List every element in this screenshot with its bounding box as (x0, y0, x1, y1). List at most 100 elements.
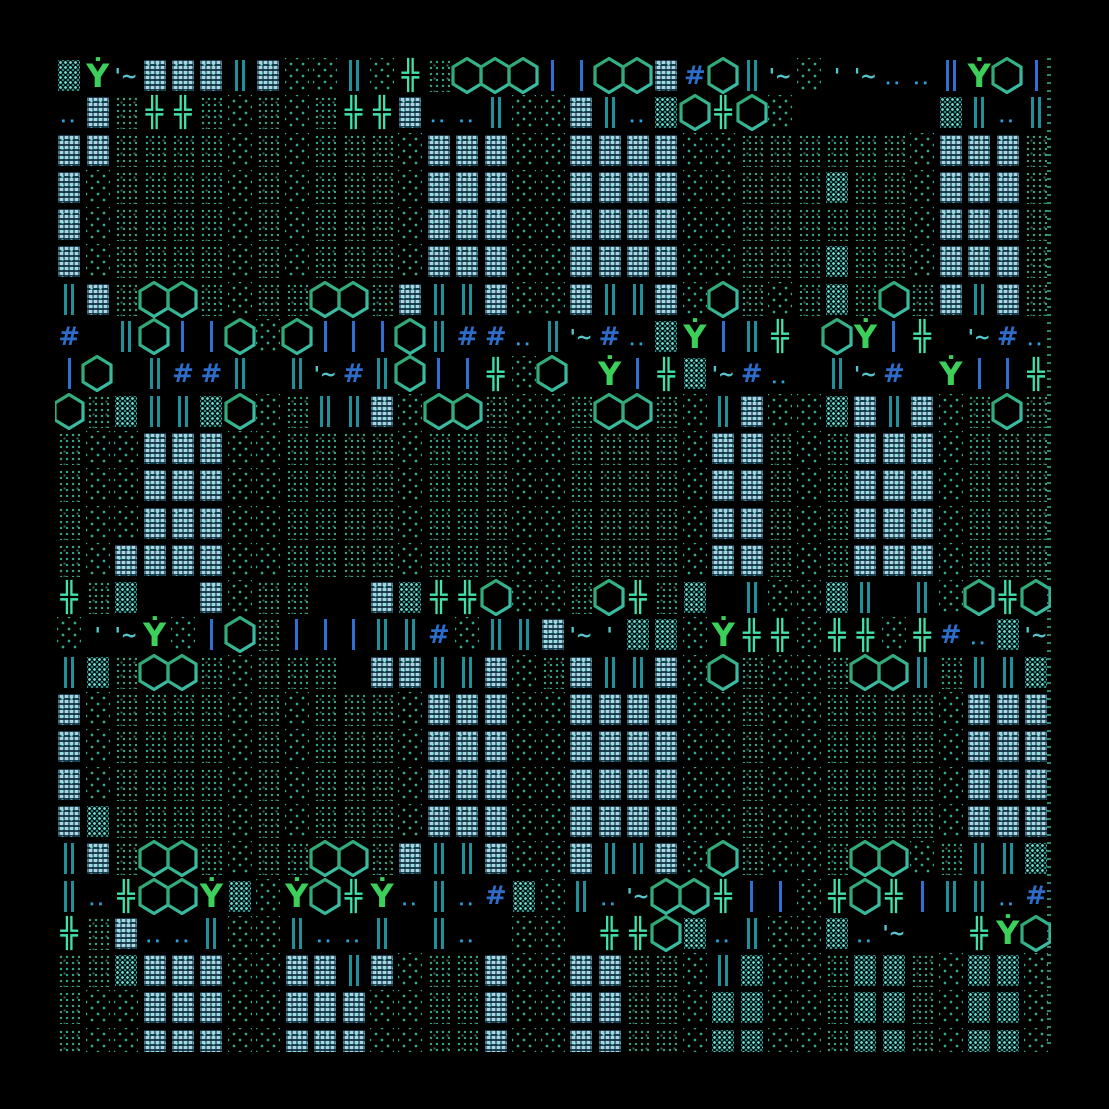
texture-block-sparse (796, 393, 821, 428)
texture-block-sparse (768, 766, 793, 801)
grid-cell (880, 766, 908, 803)
grid-cell (709, 430, 737, 467)
grid-cell: '~ (311, 355, 339, 392)
tilde-glyph: '~ (569, 623, 593, 648)
grid-cell (880, 318, 908, 355)
texture-block-sparse (227, 207, 252, 242)
texture-block-sparse (540, 1027, 565, 1052)
grid-cell (709, 542, 737, 579)
grid-cell (83, 243, 111, 280)
texture-block-dots (86, 954, 109, 988)
grid-cell: Ẏ (993, 915, 1021, 952)
texture-block-sparse (682, 281, 707, 316)
grid-cell (937, 132, 965, 169)
texture-block-pale (911, 432, 934, 464)
grid-cell (140, 430, 168, 467)
grid-cell (937, 989, 965, 1026)
grid-cell (197, 579, 225, 616)
texture-block-sparse (398, 505, 423, 540)
grid-cell (823, 243, 851, 280)
fused-hexagon-icon (423, 392, 483, 434)
texture-block-bright (115, 395, 138, 427)
grid-cell (965, 878, 993, 915)
grid-cell (965, 989, 993, 1026)
texture-block-pale (996, 731, 1019, 763)
grid-cell (908, 1027, 936, 1052)
grid-cell (709, 989, 737, 1026)
grid-cell (453, 840, 481, 877)
texture-block-dots (826, 730, 849, 764)
grid-cell (339, 840, 367, 877)
grid-cell (1022, 206, 1050, 243)
double-bar-icon (234, 358, 245, 390)
texture-block-sparse (284, 58, 309, 92)
grid-cell (169, 840, 197, 877)
texture-block-dots (143, 804, 166, 838)
texture-block-sparse (227, 729, 252, 764)
grid-cell (965, 840, 993, 877)
double-dots-glyph: ∙∙ (998, 111, 1017, 130)
texture-block-dots (371, 506, 394, 540)
grid-cell (652, 467, 680, 504)
grid-cell (112, 915, 140, 952)
y-figure-glyph: Ẏ (939, 355, 963, 394)
texture-block-dots (371, 693, 394, 727)
grid-cell (908, 94, 936, 131)
grid-cell (849, 877, 881, 915)
texture-block-dots (371, 431, 394, 465)
grid-cell (880, 206, 908, 243)
grid-cell (311, 766, 339, 803)
texture-block-dots (86, 394, 109, 428)
grid-cell (309, 839, 369, 878)
grid-cell: # (55, 318, 83, 355)
texture-block-sparse (227, 580, 252, 615)
texture-block-sparse (85, 207, 110, 242)
grid-cell (140, 505, 168, 542)
texture-block-bright (58, 60, 81, 91)
grid-cell (880, 169, 908, 206)
texture-block-sparse (114, 430, 139, 465)
texture-block-pale (712, 507, 735, 539)
hash-glyph: # (1025, 881, 1047, 912)
grid-cell (311, 654, 339, 691)
texture-block-sparse (540, 729, 565, 764)
texture-block-sparse (398, 953, 423, 988)
texture-block-dots (171, 133, 194, 167)
texture-block-sparse (512, 692, 537, 727)
texture-block-dots (285, 543, 308, 577)
texture-block-sparse (227, 915, 252, 950)
texture-block-pale (171, 470, 194, 502)
grid-cell: '~ (709, 355, 737, 392)
texture-block-sparse (768, 654, 793, 689)
grid-cell (794, 616, 822, 653)
texture-block-dots (570, 469, 593, 503)
grid-cell (595, 728, 623, 765)
grid-cell (794, 654, 822, 691)
grid-cell (510, 355, 538, 392)
grid-cell (595, 505, 623, 542)
grid-cell (908, 467, 936, 504)
grid-cell (738, 654, 766, 691)
grid-cell (368, 989, 396, 1026)
texture-block-dots (314, 170, 337, 204)
grid-cell (425, 803, 453, 840)
grid-cell: ╬ (993, 579, 1021, 616)
grid-cell (425, 169, 453, 206)
grid-cell (538, 393, 566, 430)
grid-cell (652, 654, 680, 691)
grid-cell (567, 94, 595, 131)
texture-block-sparse (512, 990, 537, 1025)
texture-block-sparse (227, 766, 252, 801)
texture-block-pale (911, 544, 934, 576)
grid-cell (681, 542, 709, 579)
benzene-hexagon-icon (679, 93, 711, 135)
texture-block-dots (171, 245, 194, 279)
texture-block-dots (484, 469, 507, 503)
grid-cell (140, 579, 168, 616)
texture-block-dots (257, 767, 280, 801)
grid-cell (681, 505, 709, 542)
benzene-hexagon-icon (593, 578, 625, 620)
texture-block-pale (570, 656, 593, 688)
grid-cell (567, 952, 595, 989)
grid-cell (1022, 542, 1050, 579)
